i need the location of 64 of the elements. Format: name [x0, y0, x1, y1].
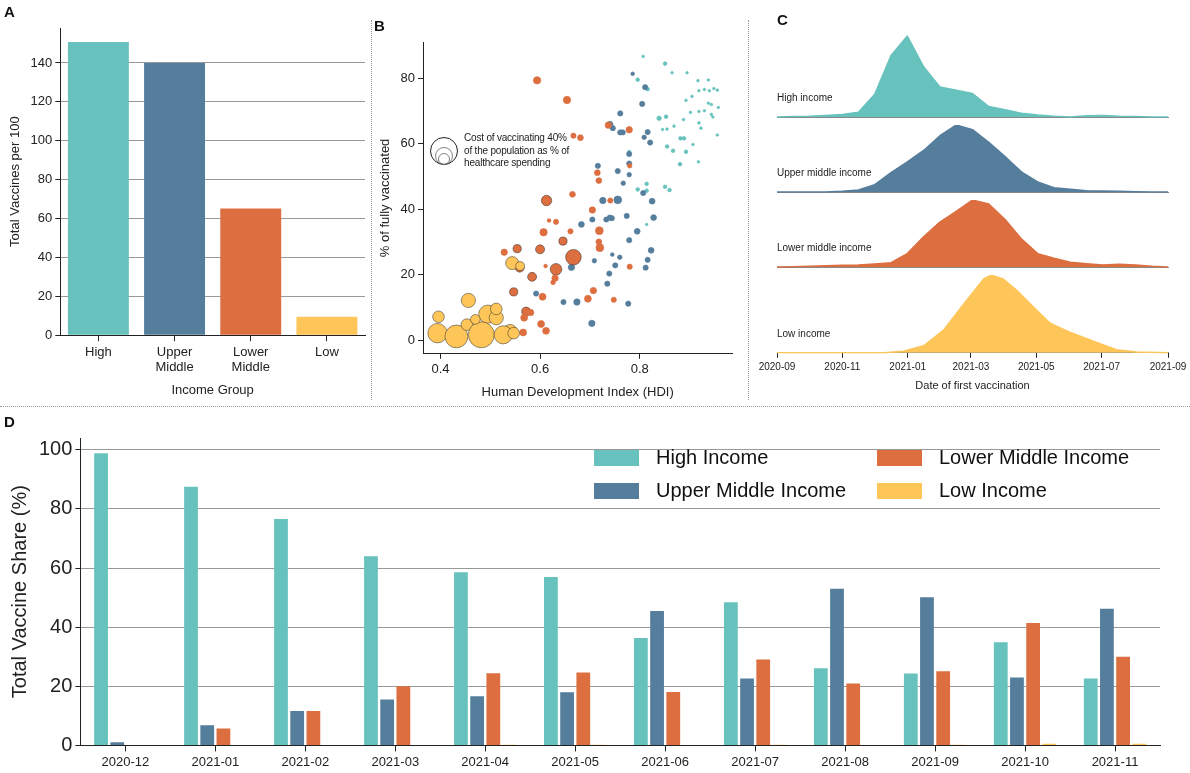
y-tick-label: 140 — [30, 54, 53, 70]
y-tick-label: 0 — [61, 732, 73, 755]
y-axis-title: Total Vaccine Share (%) — [7, 485, 30, 699]
legend-label: Low Income — [939, 478, 1047, 501]
x-tick-label: High — [85, 343, 112, 359]
x-tick-label: 2021-05 — [1017, 360, 1056, 372]
x-axis-title: Date of first vaccination — [915, 379, 1030, 392]
series-label: Lower middle income — [777, 241, 872, 253]
x-tick-label: Lower Middle — [231, 343, 270, 375]
x-tick-label: 2021-07 — [1083, 360, 1121, 372]
x-tick-label: 2021-01 — [191, 753, 240, 769]
y-tick-label: 20 — [37, 287, 53, 303]
y-tick-label: 40 — [50, 614, 73, 637]
series-label: Low income — [777, 327, 831, 339]
x-tick-label: 2020-09 — [758, 360, 796, 372]
chart-title: D — [4, 413, 15, 431]
y-tick-label: 100 — [30, 132, 53, 148]
x-tick-label: 2021-01 — [889, 360, 927, 372]
x-tick-label: 2020-12 — [101, 753, 150, 769]
x-tick-label: 2021-07 — [731, 753, 779, 769]
series-label: High income — [777, 91, 834, 103]
x-axis-title: Human Development Index (HDI) — [481, 383, 674, 399]
legend-label: Upper Middle Income — [656, 478, 847, 501]
x-axis-title: Income Group — [171, 381, 254, 397]
y-tick-label: 80 — [37, 171, 53, 187]
x-tick-label: 2021-06 — [641, 753, 690, 769]
y-tick-label: 80 — [50, 496, 73, 519]
x-tick-label: Low — [314, 343, 340, 359]
x-tick-label: 2021-11 — [1091, 753, 1139, 769]
legend-title: Cost of vaccinating 40% of the population as % of healthcare spending — [464, 132, 571, 170]
legend-label: Lower Middle Income — [939, 445, 1130, 468]
y-tick-label: 0 — [407, 331, 416, 347]
chart-title: C — [777, 11, 788, 29]
y-tick-label: 120 — [30, 93, 53, 109]
x-tick-label: 2021-10 — [1001, 753, 1049, 769]
y-tick-label: 60 — [50, 555, 73, 578]
x-tick-label: 2021-02 — [281, 753, 330, 769]
x-tick-label: 2021-04 — [461, 753, 510, 769]
y-axis-title: % of fully vaccinated — [377, 138, 393, 258]
y-tick-label: 0 — [45, 326, 53, 342]
series-label: Upper middle income — [777, 166, 872, 178]
x-tick-label: 2020-11 — [824, 360, 861, 372]
y-axis-title: Total Vaccines per 100 — [7, 116, 23, 247]
y-tick-label: 40 — [400, 200, 416, 216]
x-tick-label: 2021-05 — [551, 753, 600, 769]
chart-title: A — [4, 3, 15, 21]
y-tick-label: 60 — [37, 210, 53, 226]
y-tick-label: 40 — [37, 249, 53, 265]
x-tick-label: 0.8 — [630, 361, 649, 377]
y-tick-label: 80 — [400, 69, 416, 85]
x-tick-label: 2021-09 — [911, 753, 959, 769]
y-tick-label: 60 — [400, 135, 416, 151]
x-tick-label: 2021-03 — [952, 360, 990, 372]
x-tick-label: 0.6 — [531, 361, 550, 377]
chart-title: B — [374, 17, 385, 35]
x-tick-label: 2021-03 — [371, 753, 420, 769]
y-tick-label: 20 — [50, 673, 73, 696]
x-tick-label: Upper Middle — [155, 343, 194, 375]
legend-label: High Income — [656, 445, 769, 468]
y-tick-label: 20 — [400, 266, 416, 282]
x-tick-label: 2021-09 — [1149, 360, 1187, 372]
x-tick-label: 0.4 — [431, 361, 450, 377]
x-tick-label: 2021-08 — [821, 753, 869, 769]
y-tick-label: 100 — [38, 437, 73, 460]
